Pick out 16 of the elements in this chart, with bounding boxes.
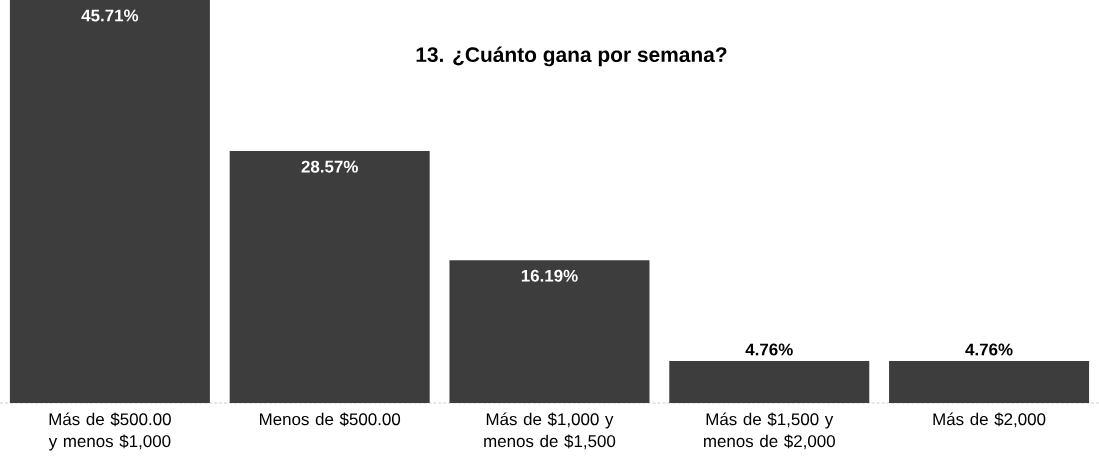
bar — [9, 0, 210, 403]
text: 13. ¿Cuánto gana por semana? — [416, 46, 727, 67]
bar — [229, 151, 430, 403]
x-tick-label: Más de $2,000 — [933, 412, 1046, 428]
bar — [669, 361, 870, 403]
data-label: 16.19% — [521, 269, 578, 282]
x-tick-label: Más de $1,000 y menos de $1,500 — [484, 412, 616, 450]
x-tick-label: Más de $500.00 y menos $1,000 — [48, 412, 171, 451]
data-label: 4.76% — [745, 343, 793, 356]
x-tick-label: Más de $1,500 y menos de $2,000 — [704, 412, 835, 450]
bar — [889, 361, 1090, 403]
x-tick-label: Menos de $500.00 — [259, 412, 401, 427]
data-label: 4.76% — [965, 343, 1013, 356]
data-label: 28.57% — [301, 160, 358, 173]
bar — [449, 260, 650, 403]
data-label: 45.71% — [81, 9, 139, 22]
